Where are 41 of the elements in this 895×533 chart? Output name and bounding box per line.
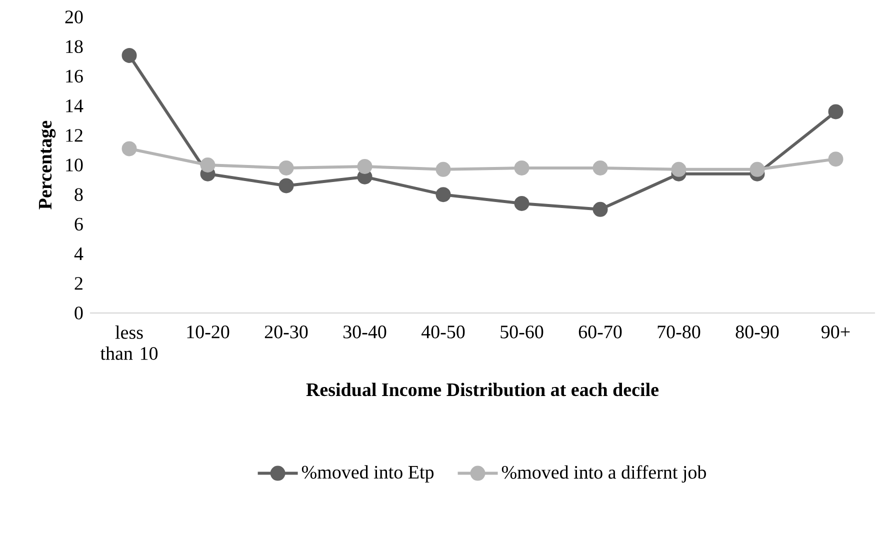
point [436,162,451,177]
y-axis-title: Percentage [38,120,56,210]
point [436,187,451,202]
point [671,162,686,177]
x-tick-label: 40-50 [421,326,465,338]
x-tick-label: 50-60 [500,326,544,338]
y-tick-label: 2 [74,277,82,290]
point [592,160,608,176]
y-tick-label: 0 [74,306,83,320]
y-tick-label: 10 [66,158,83,172]
point [200,157,216,172]
x-tick-label: 10-20 [187,326,230,338]
point [278,160,294,176]
point [828,152,844,167]
point [278,178,294,194]
y-tick-label: 4 [74,248,84,260]
y-tick-label: 20 [65,10,83,24]
y-tick-label: 8 [74,188,83,202]
point [357,158,372,174]
legend-label: %moved into Etp [302,465,434,483]
point [122,48,137,63]
point [750,162,765,177]
legend-label: %moved into a differnt job [502,465,706,483]
point [828,104,844,120]
x-tick-label: 60-70 [578,326,622,338]
x-tick-label: less than 10 [100,326,158,360]
x-axis-title: Residual Income Distribution at each decile [306,382,659,396]
x-tick-label: 20-30 [264,326,308,338]
x-tick-label: 70-80 [658,326,700,338]
y-tick-label: 16 [66,70,83,83]
x-tick-label: 30-40 [344,326,386,338]
point [592,202,608,217]
y-tick-label: 12 [66,129,82,142]
point [514,160,530,176]
x-tick-label: 90+ [822,326,850,338]
x-tick-label: 80-90 [736,326,779,338]
y-tick-label: 14 [66,100,84,112]
point [122,141,137,156]
point [514,196,530,211]
y-tick-label: 6 [74,218,83,231]
y-tick-label: 18 [66,40,83,54]
